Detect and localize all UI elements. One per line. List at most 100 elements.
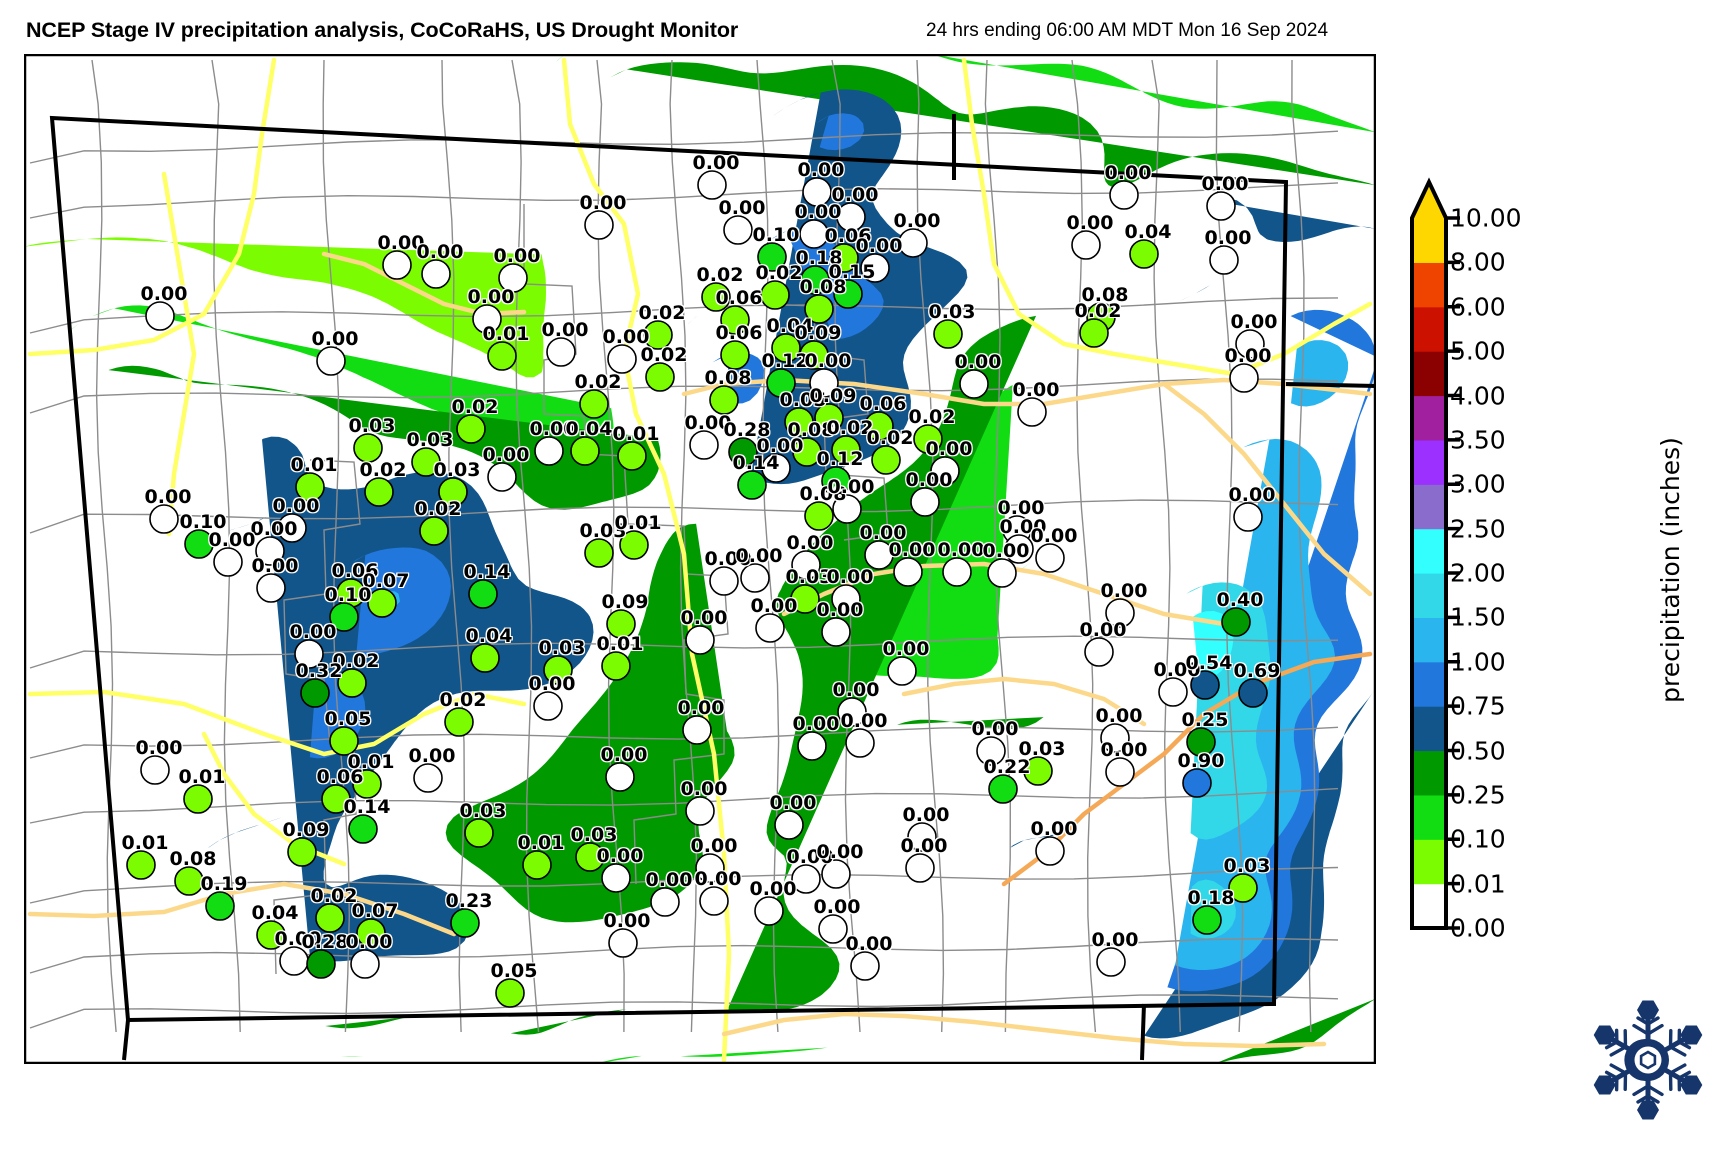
- station-marker[interactable]: [213, 547, 243, 577]
- station-marker[interactable]: [845, 728, 875, 758]
- station-marker[interactable]: [329, 602, 359, 632]
- station-marker[interactable]: [802, 177, 832, 207]
- station-marker[interactable]: [1035, 543, 1065, 573]
- station-marker[interactable]: [306, 949, 336, 979]
- station-marker[interactable]: [685, 796, 715, 826]
- station-marker[interactable]: [356, 918, 386, 948]
- station-marker[interactable]: [685, 625, 715, 655]
- station-marker[interactable]: [1100, 723, 1130, 753]
- station-marker[interactable]: [413, 763, 443, 793]
- station-marker[interactable]: [1229, 363, 1259, 393]
- station-marker[interactable]: [337, 668, 367, 698]
- station-marker[interactable]: [1017, 397, 1047, 427]
- station-marker[interactable]: [1023, 756, 1053, 786]
- station-marker[interactable]: [821, 466, 851, 496]
- station-marker[interactable]: [470, 643, 500, 673]
- station-marker[interactable]: [809, 368, 839, 398]
- station-marker[interactable]: [682, 715, 712, 745]
- station-marker[interactable]: [419, 516, 449, 546]
- station-marker[interactable]: [800, 265, 830, 295]
- station-marker[interactable]: [350, 949, 380, 979]
- station-marker[interactable]: [608, 928, 638, 958]
- station-marker[interactable]: [464, 818, 494, 848]
- station-marker[interactable]: [601, 863, 631, 893]
- station-marker[interactable]: [1071, 230, 1101, 260]
- station-marker[interactable]: [579, 389, 609, 419]
- station-marker[interactable]: [913, 424, 943, 454]
- station-marker[interactable]: [689, 430, 719, 460]
- station-marker[interactable]: [792, 437, 822, 467]
- station-marker[interactable]: [601, 651, 631, 681]
- station-marker[interactable]: [836, 202, 866, 232]
- station-marker[interactable]: [522, 850, 552, 880]
- station-marker[interactable]: [1109, 180, 1139, 210]
- station-marker[interactable]: [619, 530, 649, 560]
- station-marker[interactable]: [1209, 245, 1239, 275]
- station-marker[interactable]: [837, 697, 867, 727]
- station-marker[interactable]: [737, 470, 767, 500]
- station-marker[interactable]: [791, 550, 821, 580]
- station-marker[interactable]: [720, 305, 750, 335]
- station-marker[interactable]: [898, 228, 928, 258]
- station-marker[interactable]: [546, 337, 576, 367]
- station-marker[interactable]: [450, 908, 480, 938]
- station-marker[interactable]: [205, 891, 235, 921]
- station-marker[interactable]: [411, 447, 441, 477]
- station-marker[interactable]: [174, 866, 204, 896]
- station-marker[interactable]: [575, 842, 605, 872]
- station-marker[interactable]: [570, 436, 600, 466]
- station-marker[interactable]: [1186, 727, 1216, 757]
- station-marker[interactable]: [149, 504, 179, 534]
- station-marker[interactable]: [864, 411, 894, 441]
- station-marker[interactable]: [791, 864, 821, 894]
- station-marker[interactable]: [183, 784, 213, 814]
- station-marker[interactable]: [617, 441, 647, 471]
- station-marker[interactable]: [790, 584, 820, 614]
- station-marker[interactable]: [1105, 598, 1135, 628]
- station-marker[interactable]: [1235, 329, 1265, 359]
- station-marker[interactable]: [709, 385, 739, 415]
- station-marker[interactable]: [709, 566, 739, 596]
- station-marker[interactable]: [771, 333, 801, 363]
- station-marker[interactable]: [348, 814, 378, 844]
- station-marker[interactable]: [740, 563, 770, 593]
- station-marker[interactable]: [905, 853, 935, 883]
- station-marker[interactable]: [605, 762, 635, 792]
- station-marker[interactable]: [887, 656, 917, 686]
- station-marker[interactable]: [1182, 768, 1212, 798]
- station-marker[interactable]: [728, 437, 758, 467]
- station-marker[interactable]: [1096, 947, 1126, 977]
- station-marker[interactable]: [650, 887, 680, 917]
- station-marker[interactable]: [831, 435, 861, 465]
- station-marker[interactable]: [760, 280, 790, 310]
- station-marker[interactable]: [495, 978, 525, 1008]
- station-marker[interactable]: [1035, 836, 1065, 866]
- station-marker[interactable]: [804, 501, 834, 531]
- station-marker[interactable]: [645, 362, 675, 392]
- station-marker[interactable]: [329, 726, 359, 756]
- station-marker[interactable]: [893, 557, 923, 587]
- station-marker[interactable]: [444, 707, 474, 737]
- station-marker[interactable]: [316, 346, 346, 376]
- station-marker[interactable]: [821, 859, 851, 889]
- station-marker[interactable]: [942, 557, 972, 587]
- station-marker[interactable]: [933, 319, 963, 349]
- station-marker[interactable]: [295, 472, 325, 502]
- station-marker[interactable]: [643, 320, 673, 350]
- station-marker[interactable]: [294, 639, 324, 669]
- station-marker[interactable]: [850, 951, 880, 981]
- station-marker[interactable]: [279, 946, 309, 976]
- station-marker[interactable]: [1129, 239, 1159, 269]
- station-marker[interactable]: [468, 579, 498, 609]
- station-marker[interactable]: [438, 477, 468, 507]
- station-marker[interactable]: [421, 259, 451, 289]
- station-marker[interactable]: [1190, 670, 1220, 700]
- station-marker[interactable]: [766, 368, 796, 398]
- station-marker[interactable]: [987, 558, 1017, 588]
- station-marker[interactable]: [1192, 905, 1222, 935]
- station-marker[interactable]: [695, 853, 725, 883]
- station-marker[interactable]: [1105, 757, 1135, 787]
- station-marker[interactable]: [797, 731, 827, 761]
- station-marker[interactable]: [456, 414, 486, 444]
- station-marker[interactable]: [256, 573, 286, 603]
